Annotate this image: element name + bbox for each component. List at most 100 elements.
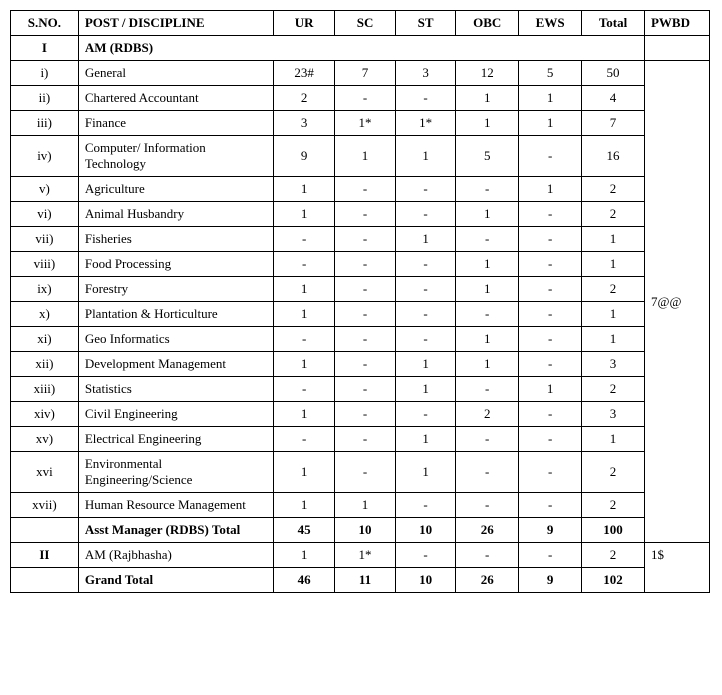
- row-obc: 1: [456, 327, 519, 352]
- grand-st: 10: [395, 568, 455, 593]
- row-total: 1: [582, 327, 645, 352]
- row-st: -: [395, 327, 455, 352]
- table-row: xv)Electrical Engineering--1--1: [11, 427, 710, 452]
- row-sno: v): [11, 177, 79, 202]
- row-st: 1: [395, 352, 455, 377]
- section-2-st: -: [395, 543, 455, 568]
- row-post: Development Management: [78, 352, 273, 377]
- row-ur: 23#: [274, 61, 335, 86]
- grand-sno: [11, 568, 79, 593]
- row-st: 1: [395, 136, 455, 177]
- col-total: Total: [582, 11, 645, 36]
- col-sno: S.NO.: [11, 11, 79, 36]
- row-sno: i): [11, 61, 79, 86]
- section-2-total: 2: [582, 543, 645, 568]
- row-sno: xv): [11, 427, 79, 452]
- row-obc: -: [456, 427, 519, 452]
- row-ur: 1: [274, 177, 335, 202]
- table-row: v)Agriculture1---12: [11, 177, 710, 202]
- row-sno: xi): [11, 327, 79, 352]
- row-obc: 12: [456, 61, 519, 86]
- row-st: 3: [395, 61, 455, 86]
- row-post: Environmental Engineering/Science: [78, 452, 273, 493]
- row-st: -: [395, 86, 455, 111]
- row-sc: -: [335, 202, 396, 227]
- row-sno: iii): [11, 111, 79, 136]
- table-row: xi)Geo Informatics---1-1: [11, 327, 710, 352]
- subtotal-st: 10: [395, 518, 455, 543]
- row-post: Computer/ Information Technology: [78, 136, 273, 177]
- row-total: 3: [582, 402, 645, 427]
- grand-total-row: Grand Total461110269102: [11, 568, 710, 593]
- row-post: Finance: [78, 111, 273, 136]
- row-ur: -: [274, 427, 335, 452]
- table-body: IAM (RDBS)i)General23#73125507@@ii)Chart…: [11, 36, 710, 593]
- row-ews: -: [519, 252, 582, 277]
- row-obc: 1: [456, 86, 519, 111]
- row-obc: -: [456, 493, 519, 518]
- row-ews: -: [519, 427, 582, 452]
- grand-obc: 26: [456, 568, 519, 593]
- row-sc: -: [335, 452, 396, 493]
- row-ews: -: [519, 452, 582, 493]
- row-obc: 1: [456, 252, 519, 277]
- subtotal-row: Asst Manager (RDBS) Total451010269100: [11, 518, 710, 543]
- table-row: vi)Animal Husbandry1--1-2: [11, 202, 710, 227]
- row-st: 1: [395, 427, 455, 452]
- row-sc: -: [335, 227, 396, 252]
- row-total: 1: [582, 227, 645, 252]
- table-row: iv)Computer/ Information Technology9115-…: [11, 136, 710, 177]
- row-total: 2: [582, 277, 645, 302]
- subtotal-obc: 26: [456, 518, 519, 543]
- row-sno: vi): [11, 202, 79, 227]
- grand-ews: 9: [519, 568, 582, 593]
- row-sno: ii): [11, 86, 79, 111]
- section-2-pwbd: 1$: [644, 543, 709, 593]
- row-st: 1: [395, 377, 455, 402]
- row-st: -: [395, 302, 455, 327]
- subtotal-sno: [11, 518, 79, 543]
- row-st: -: [395, 493, 455, 518]
- table-row: iii)Finance31*1*117: [11, 111, 710, 136]
- col-pwbd: PWBD: [644, 11, 709, 36]
- row-ews: -: [519, 227, 582, 252]
- row-sno: vii): [11, 227, 79, 252]
- row-sc: -: [335, 327, 396, 352]
- row-post: Electrical Engineering: [78, 427, 273, 452]
- row-ews: -: [519, 327, 582, 352]
- table-row: x)Plantation & Horticulture1----1: [11, 302, 710, 327]
- section-2-obc: -: [456, 543, 519, 568]
- row-ur: 1: [274, 402, 335, 427]
- row-sc: 7: [335, 61, 396, 86]
- row-sno: xvii): [11, 493, 79, 518]
- col-obc: OBC: [456, 11, 519, 36]
- row-obc: -: [456, 227, 519, 252]
- row-st: -: [395, 202, 455, 227]
- row-ews: 1: [519, 111, 582, 136]
- row-st: 1: [395, 452, 455, 493]
- row-obc: -: [456, 452, 519, 493]
- row-total: 2: [582, 493, 645, 518]
- row-total: 3: [582, 352, 645, 377]
- row-post: Forestry: [78, 277, 273, 302]
- row-st: 1: [395, 227, 455, 252]
- section-2-sno: II: [11, 543, 79, 568]
- row-ur: -: [274, 327, 335, 352]
- row-total: 1: [582, 427, 645, 452]
- row-sno: x): [11, 302, 79, 327]
- row-post: Animal Husbandry: [78, 202, 273, 227]
- table-row: xiv)Civil Engineering1--2-3: [11, 402, 710, 427]
- row-obc: 1: [456, 202, 519, 227]
- table-row: xii)Development Management1-11-3: [11, 352, 710, 377]
- row-sno: xvi: [11, 452, 79, 493]
- row-total: 50: [582, 61, 645, 86]
- table-row: vii)Fisheries--1--1: [11, 227, 710, 252]
- row-total: 1: [582, 302, 645, 327]
- row-sc: -: [335, 427, 396, 452]
- row-sc: 1*: [335, 111, 396, 136]
- row-ews: -: [519, 302, 582, 327]
- header-row: S.NO. POST / DISCIPLINE UR SC ST OBC EWS…: [11, 11, 710, 36]
- row-st: -: [395, 177, 455, 202]
- row-total: 1: [582, 252, 645, 277]
- section-1-sno: I: [11, 36, 79, 61]
